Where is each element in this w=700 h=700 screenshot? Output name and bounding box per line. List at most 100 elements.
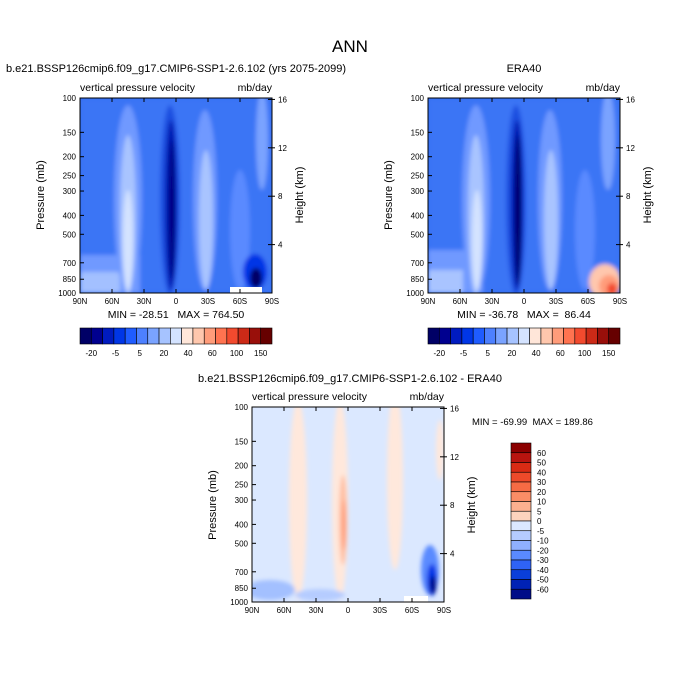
panel-model-y2label: Height (km): [294, 167, 306, 224]
colorbar-swatch: [510, 579, 532, 590]
colorbar-swatch: [510, 549, 532, 561]
colorbar-swatch: [510, 452, 532, 463]
y-tick-label: 150: [411, 128, 425, 137]
y-tick-label: 300: [63, 187, 77, 196]
colorbar-label: 20: [507, 349, 516, 358]
colorbar-label: 5: [485, 349, 490, 358]
colorbar-label: -50: [537, 576, 549, 585]
colorbar-label: 0: [537, 517, 542, 526]
panel-diff-stats: MIN = -69.99 MAX = 189.86: [472, 417, 593, 428]
colorbar-label: 100: [230, 349, 244, 358]
y2-tick-label: 16: [626, 95, 635, 104]
panel-diff-left-label: vertical pressure velocity: [252, 391, 368, 403]
x-tick-label: 90N: [245, 606, 260, 615]
colorbar-swatch: [510, 501, 532, 512]
colorbar-label: -20: [434, 349, 446, 358]
panel-obs-ylabel: Pressure (mb): [383, 160, 395, 230]
colorbar-swatch: [427, 327, 440, 345]
colorbar-label: 40: [532, 349, 541, 358]
y2-tick-label: 4: [278, 241, 283, 250]
y-tick-label: 850: [63, 275, 77, 284]
colorbar-swatch: [510, 481, 532, 493]
panel-model: b.e21.BSSP126cmip6.f09_g17.CMIP6-SSP1-2.…: [6, 63, 346, 358]
y2-tick-label: 12: [450, 453, 459, 462]
y-tick-label: 100: [235, 403, 249, 412]
y-tick-label: 250: [411, 172, 425, 181]
panel-model-right-label: mb/day: [238, 82, 273, 94]
colorbar-label: 20: [537, 488, 546, 497]
x-tick-label: 60S: [233, 297, 247, 306]
y-tick-label: 850: [411, 275, 425, 284]
panel-obs-title: ERA40: [507, 63, 542, 75]
panel-obs: ERA40 vertical pressure velocity mb/day: [383, 63, 654, 358]
x-tick-label: 30S: [201, 297, 215, 306]
colorbar-swatch: [484, 327, 497, 345]
x-tick-label: 30N: [485, 297, 500, 306]
colorbar-swatch: [158, 327, 171, 345]
x-tick-label: 30N: [137, 297, 152, 306]
colorbar-label: -5: [460, 349, 468, 358]
colorbar-label: 40: [537, 468, 546, 477]
panel-model-stats: MIN = -28.51 MAX = 764.50: [108, 309, 245, 321]
colorbar-swatch: [450, 327, 463, 345]
colorbar-swatch: [79, 327, 92, 345]
colorbar-label: 60: [537, 449, 546, 458]
figure-title: ANN: [332, 37, 368, 56]
x-tick-label: 30S: [373, 606, 387, 615]
y-tick-label: 400: [411, 211, 425, 220]
y-tick-label: 700: [63, 259, 77, 268]
colorbar-swatch: [192, 327, 205, 345]
panel-obs-right-label: mb/day: [586, 82, 621, 94]
colorbar-label: 60: [556, 349, 565, 358]
colorbar-swatch: [215, 327, 228, 345]
colorbar-swatch: [438, 327, 451, 345]
colorbar-swatch: [102, 327, 115, 345]
x-tick-label: 60N: [277, 606, 292, 615]
colorbar-swatch: [237, 327, 250, 345]
y-tick-label: 500: [63, 230, 77, 239]
y2-tick-label: 16: [450, 404, 459, 413]
colorbar-swatch: [574, 327, 587, 345]
y2-tick-label: 8: [626, 192, 631, 201]
colorbar-label: -5: [112, 349, 120, 358]
colorbar-label: 100: [578, 349, 592, 358]
panel-model-field: [80, 98, 272, 293]
colorbar-swatch: [472, 327, 485, 345]
colorbar-swatch: [518, 327, 530, 345]
y-tick-label: 100: [411, 94, 425, 103]
panel-model-title: b.e21.BSSP126cmip6.f09_g17.CMIP6-SSP1-2.…: [6, 63, 346, 75]
missing-data-area: [404, 596, 428, 602]
x-tick-label: 0: [174, 297, 179, 306]
y2-tick-label: 12: [278, 144, 287, 153]
y-tick-label: 700: [411, 259, 425, 268]
y-tick-label: 1000: [230, 598, 248, 607]
x-tick-label: 90S: [613, 297, 627, 306]
colorbar-swatch: [510, 471, 532, 483]
y-tick-label: 150: [63, 128, 77, 137]
colorbar-label: 20: [159, 349, 168, 358]
colorbar-swatch: [551, 327, 564, 345]
colorbar-swatch: [249, 327, 262, 345]
colorbar-swatch: [461, 327, 474, 345]
panel-obs-left-label: vertical pressure velocity: [428, 82, 544, 94]
y-tick-label: 100: [63, 94, 77, 103]
y-tick-label: 200: [235, 462, 249, 471]
colorbar-label: -20: [86, 349, 98, 358]
colorbar-swatch: [563, 327, 576, 345]
panel-diff-field: [252, 407, 444, 602]
y2-tick-label: 4: [450, 550, 455, 559]
colorbar-swatch: [136, 327, 149, 345]
x-tick-label: 60S: [405, 606, 419, 615]
panel-obs-field: [428, 98, 620, 293]
panel-obs-stats: MIN = -36.78 MAX = 86.44: [457, 309, 591, 321]
y-tick-label: 300: [411, 187, 425, 196]
colorbar-swatch: [90, 327, 103, 345]
panel-diff: b.e21.BSSP126cmip6.f09_g17.CMIP6-SSP1-2.…: [198, 373, 593, 615]
y-tick-label: 400: [63, 211, 77, 220]
x-tick-label: 60N: [105, 297, 120, 306]
x-tick-label: 30N: [309, 606, 324, 615]
x-tick-label: 90N: [73, 297, 88, 306]
colorbar-swatch: [510, 530, 532, 541]
y2-tick-label: 12: [626, 144, 635, 153]
x-tick-label: 90N: [421, 297, 436, 306]
